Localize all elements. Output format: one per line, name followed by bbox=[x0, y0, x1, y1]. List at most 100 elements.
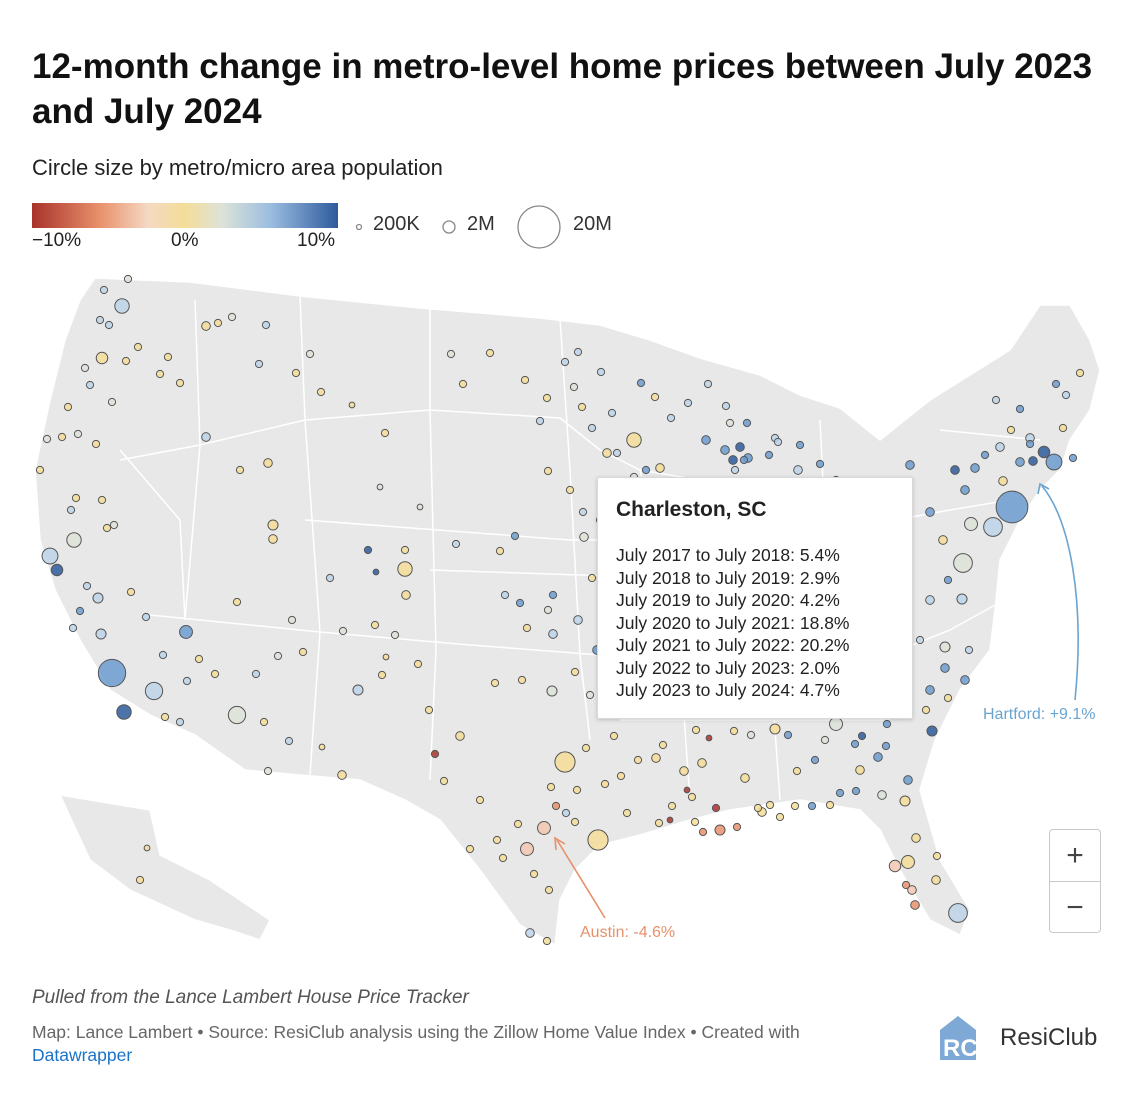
metro-circle[interactable] bbox=[882, 719, 892, 729]
metro-circle[interactable] bbox=[825, 800, 835, 810]
metro-circle[interactable] bbox=[1051, 379, 1061, 389]
metro-circle[interactable] bbox=[66, 505, 76, 515]
metro-circle[interactable] bbox=[227, 312, 237, 322]
metro-circle[interactable] bbox=[600, 779, 610, 789]
metro-circle[interactable] bbox=[104, 320, 114, 330]
metro-circle[interactable] bbox=[565, 485, 575, 495]
metro-circle[interactable] bbox=[573, 615, 583, 625]
metro-circle[interactable] bbox=[764, 450, 774, 460]
metro-circle[interactable] bbox=[560, 357, 570, 367]
metro-circle[interactable] bbox=[725, 418, 735, 428]
metro-circle[interactable] bbox=[1058, 423, 1068, 433]
metro-circle[interactable] bbox=[287, 615, 297, 625]
metro-circle[interactable] bbox=[910, 900, 920, 910]
metro-circle[interactable] bbox=[730, 465, 740, 475]
metro-circle[interactable] bbox=[783, 730, 793, 740]
metro-circle[interactable] bbox=[439, 776, 449, 786]
metro-circle[interactable] bbox=[742, 418, 752, 428]
metro-circle[interactable] bbox=[1006, 425, 1016, 435]
metro-circle[interactable] bbox=[995, 490, 1029, 524]
metro-circle[interactable] bbox=[995, 442, 1005, 452]
metro-circle[interactable] bbox=[73, 429, 83, 439]
metro-circle[interactable] bbox=[953, 553, 973, 573]
metro-circle[interactable] bbox=[792, 766, 802, 776]
metro-circle[interactable] bbox=[820, 735, 830, 745]
metro-circle[interactable] bbox=[622, 808, 632, 818]
metro-circle[interactable] bbox=[109, 520, 119, 530]
metro-circle[interactable] bbox=[71, 493, 81, 503]
metro-circle[interactable] bbox=[213, 318, 223, 328]
metro-circle[interactable] bbox=[401, 590, 411, 600]
metro-circle[interactable] bbox=[458, 379, 468, 389]
metro-circle[interactable] bbox=[102, 523, 112, 533]
metro-circle[interactable] bbox=[133, 342, 143, 352]
metro-circle[interactable] bbox=[413, 659, 423, 669]
metro-circle[interactable] bbox=[850, 739, 860, 749]
metro-circle[interactable] bbox=[579, 532, 589, 542]
metro-circle[interactable] bbox=[573, 347, 583, 357]
metro-circle[interactable] bbox=[609, 731, 619, 741]
metro-circle[interactable] bbox=[66, 532, 82, 548]
metro-circle[interactable] bbox=[641, 465, 651, 475]
metro-circle[interactable] bbox=[380, 428, 390, 438]
metro-circle[interactable] bbox=[1037, 445, 1051, 459]
us-map[interactable] bbox=[0, 250, 1140, 970]
metro-circle[interactable] bbox=[901, 855, 915, 869]
metro-circle[interactable] bbox=[765, 800, 775, 810]
metro-circle[interactable] bbox=[382, 653, 390, 661]
metro-circle[interactable] bbox=[1015, 457, 1025, 467]
metro-circle[interactable] bbox=[633, 755, 643, 765]
metro-circle[interactable] bbox=[298, 647, 308, 657]
metro-circle[interactable] bbox=[572, 785, 582, 795]
metro-circle[interactable] bbox=[666, 413, 676, 423]
metro-circle[interactable] bbox=[430, 749, 440, 759]
metro-circle[interactable] bbox=[123, 274, 133, 284]
metro-circle[interactable] bbox=[940, 663, 950, 673]
metro-circle[interactable] bbox=[581, 743, 591, 753]
metro-circle[interactable] bbox=[636, 378, 646, 388]
metro-circle[interactable] bbox=[537, 821, 551, 835]
metro-circle[interactable] bbox=[273, 651, 283, 661]
metro-circle[interactable] bbox=[795, 440, 805, 450]
metro-circle[interactable] bbox=[546, 782, 556, 792]
metro-circle[interactable] bbox=[775, 812, 785, 822]
metro-circle[interactable] bbox=[960, 675, 970, 685]
metro-circle[interactable] bbox=[352, 684, 364, 696]
metro-circle[interactable] bbox=[141, 612, 151, 622]
metro-circle[interactable] bbox=[570, 817, 580, 827]
metro-circle[interactable] bbox=[991, 395, 1001, 405]
metro-circle[interactable] bbox=[570, 667, 580, 677]
metro-circle[interactable] bbox=[510, 531, 520, 541]
metro-circle[interactable] bbox=[390, 630, 400, 640]
metro-circle[interactable] bbox=[80, 363, 90, 373]
metro-circle[interactable] bbox=[740, 773, 750, 783]
metro-circle[interactable] bbox=[964, 645, 974, 655]
metro-circle[interactable] bbox=[881, 741, 891, 751]
metro-circle[interactable] bbox=[970, 463, 980, 473]
metro-circle[interactable] bbox=[569, 382, 579, 392]
metro-circle[interactable] bbox=[522, 623, 532, 633]
metro-circle[interactable] bbox=[446, 349, 456, 359]
metro-circle[interactable] bbox=[732, 822, 742, 832]
datawrapper-link[interactable]: Datawrapper bbox=[32, 1045, 133, 1065]
metro-circle[interactable] bbox=[35, 465, 45, 475]
metro-circle[interactable] bbox=[931, 875, 941, 885]
metro-circle[interactable] bbox=[163, 352, 173, 362]
metro-circle[interactable] bbox=[1025, 439, 1035, 449]
metro-circle[interactable] bbox=[932, 851, 942, 861]
metro-circle[interactable] bbox=[143, 844, 151, 852]
metro-circle[interactable] bbox=[400, 545, 410, 555]
metro-circle[interactable] bbox=[424, 705, 434, 715]
metro-circle[interactable] bbox=[85, 380, 95, 390]
metro-circle[interactable] bbox=[548, 590, 558, 600]
metro-circle[interactable] bbox=[263, 766, 273, 776]
metro-circle[interactable] bbox=[135, 875, 145, 885]
metro-circle[interactable] bbox=[377, 670, 387, 680]
metro-circle[interactable] bbox=[68, 623, 78, 633]
metro-circle[interactable] bbox=[739, 455, 749, 465]
metro-circle[interactable] bbox=[175, 717, 185, 727]
metro-circle[interactable] bbox=[155, 369, 165, 379]
metro-circle[interactable] bbox=[348, 401, 356, 409]
metro-circle[interactable] bbox=[376, 483, 384, 491]
metro-circle[interactable] bbox=[721, 401, 731, 411]
